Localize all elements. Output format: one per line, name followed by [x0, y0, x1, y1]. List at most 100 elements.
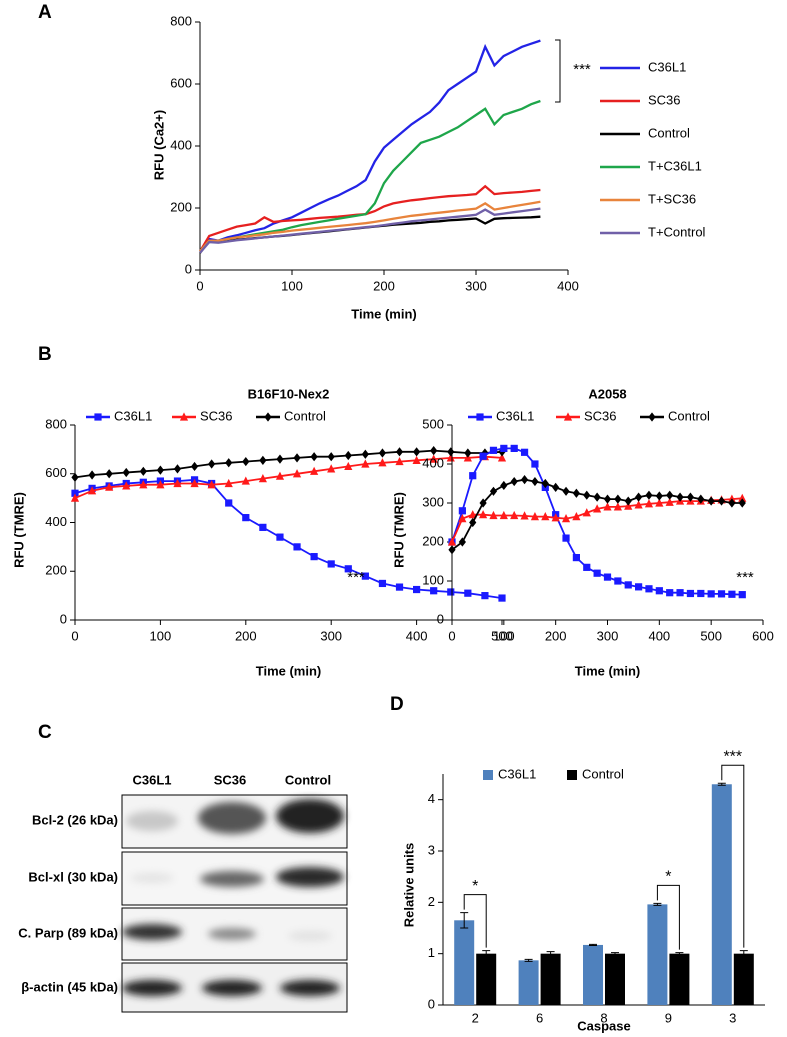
marker	[412, 455, 421, 464]
marker	[327, 464, 336, 473]
legend-label: T+Control	[648, 224, 706, 239]
marker	[613, 502, 622, 511]
marker	[259, 523, 267, 531]
marker	[717, 496, 726, 506]
y-tick-label: 800	[170, 13, 192, 28]
marker	[541, 478, 549, 489]
marker	[458, 507, 466, 515]
marker	[645, 490, 653, 500]
x-tick-label: 9	[665, 1010, 672, 1025]
x-tick-label: 600	[752, 628, 774, 643]
bands	[122, 799, 344, 996]
legend-label: Control	[668, 408, 710, 423]
error-bar	[546, 951, 555, 957]
marker	[70, 493, 80, 502]
marker	[551, 513, 560, 522]
bar	[605, 953, 625, 1005]
marker	[481, 592, 489, 600]
marker	[552, 482, 560, 492]
marker	[292, 469, 302, 478]
significance-label: ***	[723, 748, 742, 765]
bar	[733, 953, 754, 1005]
x-tick-label: 6	[536, 1010, 543, 1025]
legend-label: Control	[284, 408, 326, 423]
annotation: ***	[347, 569, 365, 586]
y-tick-label: 400	[422, 455, 444, 470]
marker	[614, 494, 622, 504]
y-tick-label: 0	[437, 611, 444, 626]
marker	[655, 491, 663, 501]
x-tick-label: 0	[448, 628, 455, 643]
legend-label: T+C36L1	[648, 158, 702, 173]
chart-title: B16F10-Nex2	[248, 386, 330, 401]
panel-letter: D	[390, 694, 404, 715]
bracket	[555, 39, 561, 103]
marker	[71, 489, 79, 497]
significance-bracket	[656, 884, 680, 950]
x-axis-label: Time (min)	[256, 663, 322, 678]
y-tick-label: 600	[45, 465, 67, 480]
legend-label: Control	[648, 125, 690, 140]
marker	[479, 452, 487, 460]
significance-label: *	[665, 869, 671, 886]
marker	[489, 510, 498, 520]
y-axis-label: Relative units	[401, 843, 416, 928]
error-bar	[717, 782, 726, 786]
marker	[464, 448, 472, 458]
marker	[293, 453, 301, 463]
marker	[190, 478, 199, 488]
marker	[190, 461, 199, 472]
marker	[207, 480, 216, 489]
x-tick-label: 200	[373, 278, 395, 293]
marker	[500, 480, 508, 491]
marker	[499, 510, 508, 520]
marker	[738, 493, 747, 502]
x-tick-label: 2	[472, 1010, 479, 1025]
marker	[498, 594, 506, 602]
marker	[447, 588, 455, 596]
legend-label: T+SC36	[648, 191, 696, 206]
marker	[447, 447, 455, 457]
marker	[464, 589, 472, 597]
marker	[225, 499, 233, 507]
marker	[645, 585, 653, 593]
marker	[738, 498, 746, 508]
marker	[520, 475, 529, 485]
marker	[520, 511, 529, 520]
marker	[634, 500, 643, 509]
marker	[603, 494, 612, 504]
blot-row: Bcl-xl (30 kDa)	[28, 869, 118, 884]
marker	[344, 461, 353, 471]
legend-swatch	[483, 770, 493, 780]
error-bar	[675, 952, 684, 956]
marker	[429, 454, 438, 463]
marker	[655, 498, 664, 507]
error-bar	[653, 902, 662, 906]
y-tick-label: 200	[170, 199, 192, 214]
marker	[293, 543, 301, 551]
error-bar	[611, 952, 619, 956]
marker	[446, 453, 455, 462]
marker	[225, 458, 233, 468]
marker	[510, 510, 519, 520]
x-tick-label: 200	[545, 628, 567, 643]
marker	[88, 470, 96, 480]
x-tick-label: 0	[71, 628, 78, 643]
marker	[395, 447, 404, 457]
marker	[738, 591, 746, 599]
blot-row: C. Parp (89 kDa)	[18, 925, 118, 940]
bar	[476, 953, 497, 1005]
marker	[635, 492, 643, 502]
marker	[395, 456, 404, 466]
y-tick-label: 300	[422, 494, 444, 509]
marker	[479, 510, 488, 519]
marker	[275, 471, 285, 480]
marker	[476, 413, 484, 421]
marker	[276, 533, 284, 541]
y-tick-label: 600	[170, 75, 192, 90]
x-tick-label: 100	[493, 628, 515, 643]
bar	[647, 904, 668, 1005]
bar	[518, 960, 539, 1005]
marker	[665, 497, 674, 506]
marker	[666, 589, 674, 597]
